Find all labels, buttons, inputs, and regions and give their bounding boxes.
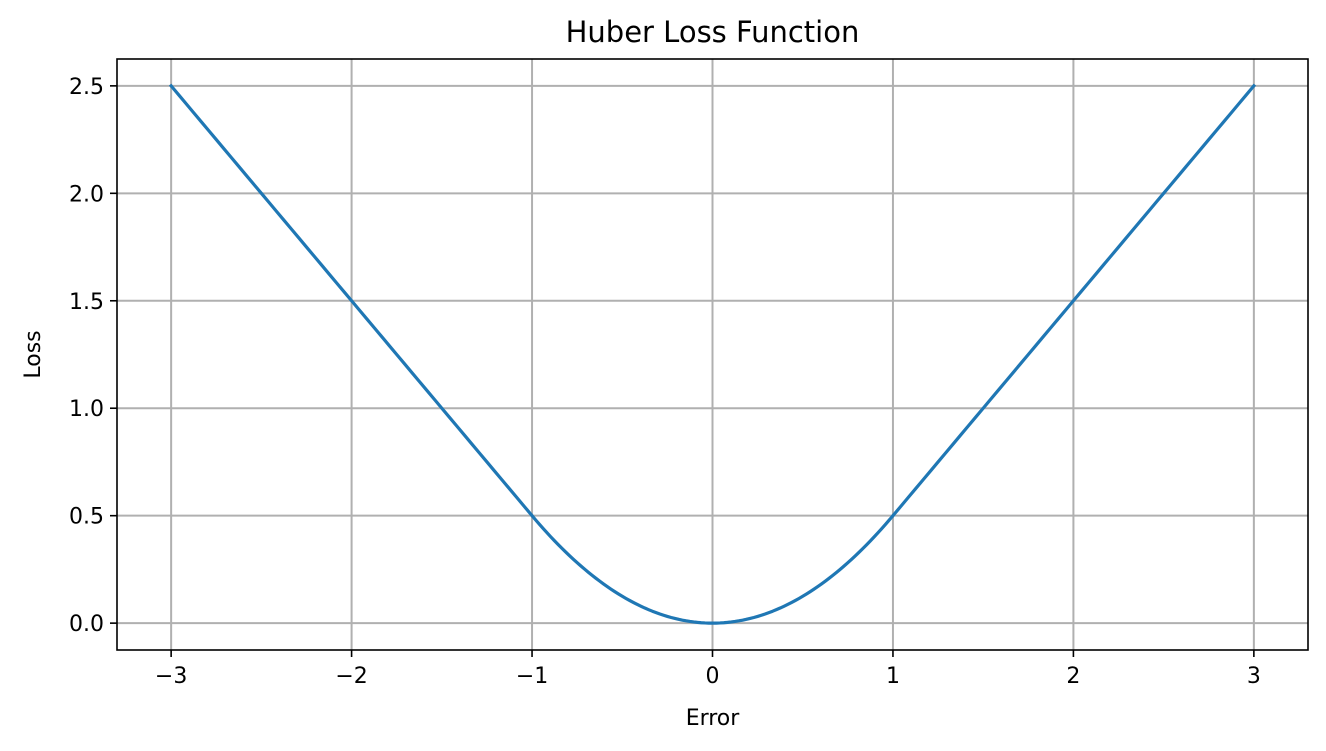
- x-tick-label: 0: [706, 664, 720, 689]
- y-tick-label: 2.0: [69, 182, 104, 207]
- y-tick-label: 2.5: [69, 75, 104, 100]
- y-tick-label: 0.0: [69, 612, 104, 637]
- grid: [117, 59, 1308, 650]
- chart-title: Huber Loss Function: [566, 15, 860, 49]
- x-tick-label: −2: [335, 664, 367, 689]
- y-tick-label: 1.5: [69, 290, 104, 315]
- x-tick-label: −3: [155, 664, 187, 689]
- x-tick-label: 3: [1247, 664, 1261, 689]
- y-axis-label: Loss: [21, 330, 46, 378]
- axis-ticks: −3 −2 −1 0 1 2 3 0.0 0.5 1.0 1.5 2.0 2.5: [69, 75, 1261, 689]
- y-tick-label: 1.0: [69, 397, 104, 422]
- x-axis-label: Error: [686, 706, 741, 731]
- x-tick-label: 1: [886, 664, 900, 689]
- x-tick-label: −1: [516, 664, 548, 689]
- plot-series: [168, 83, 1257, 625]
- x-tick-label: 2: [1066, 664, 1080, 689]
- huber-loss-line: [168, 83, 1257, 625]
- y-tick-label: 0.5: [69, 505, 104, 530]
